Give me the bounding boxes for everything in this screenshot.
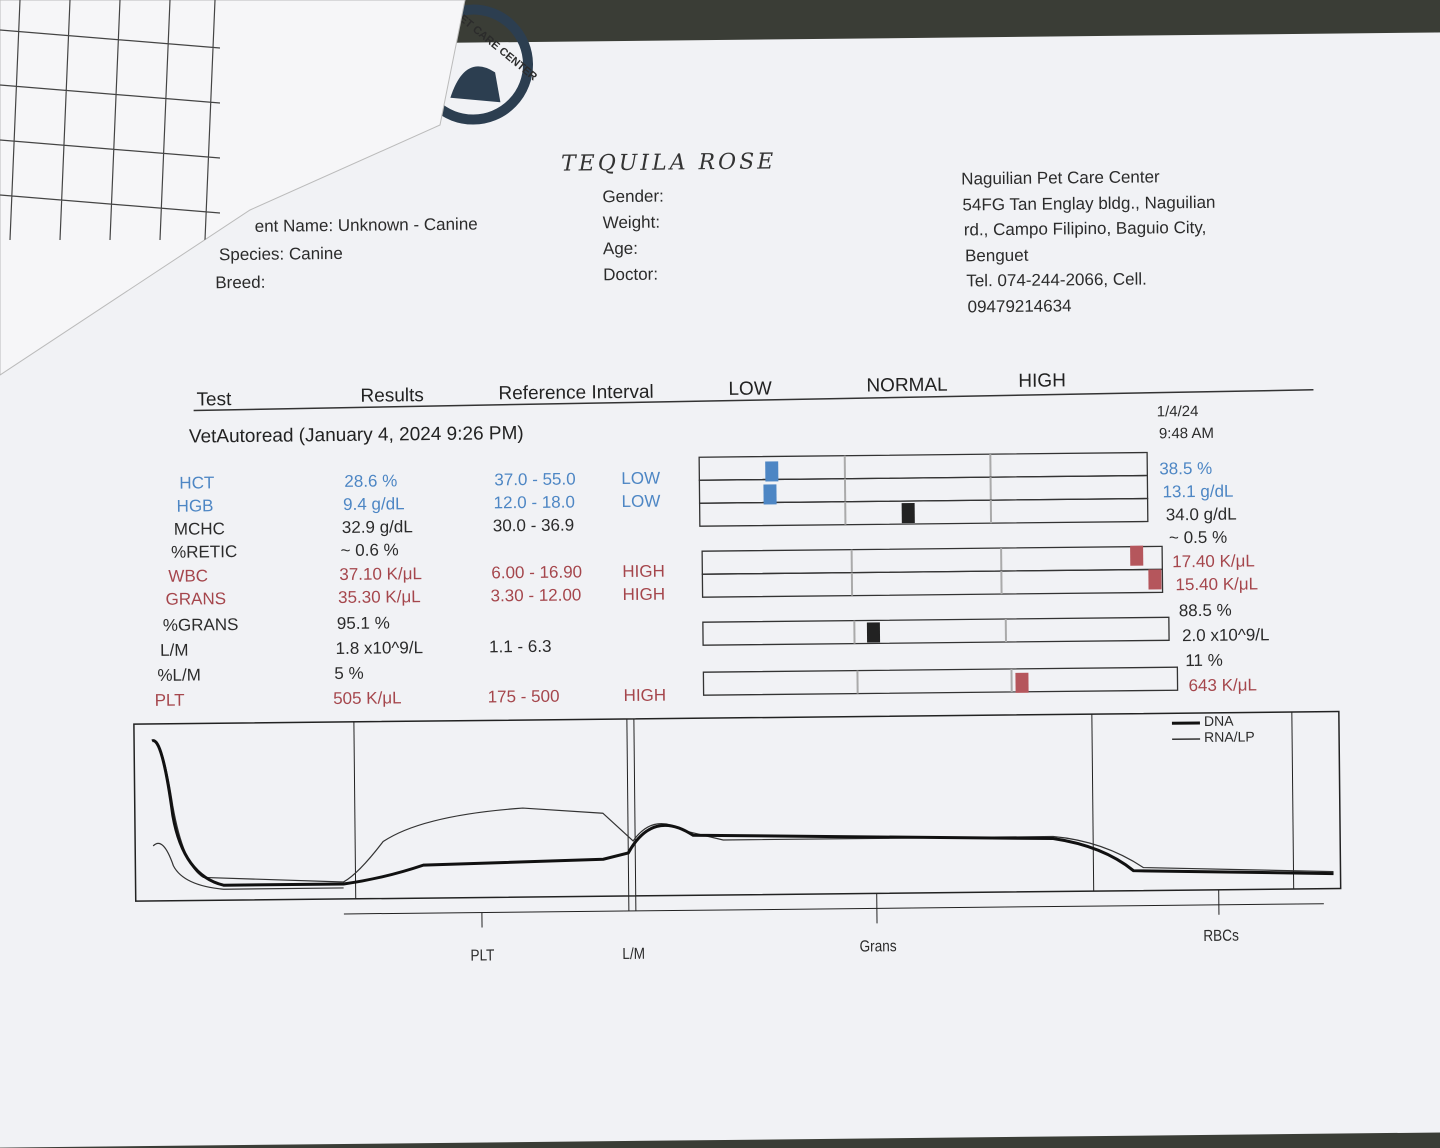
grid-paper [0, 0, 465, 375]
page: {"logo":{"text":"ET CARE CENTER"}, "pati… [0, 0, 1440, 1080]
overlay-paper [0, 0, 1440, 1080]
